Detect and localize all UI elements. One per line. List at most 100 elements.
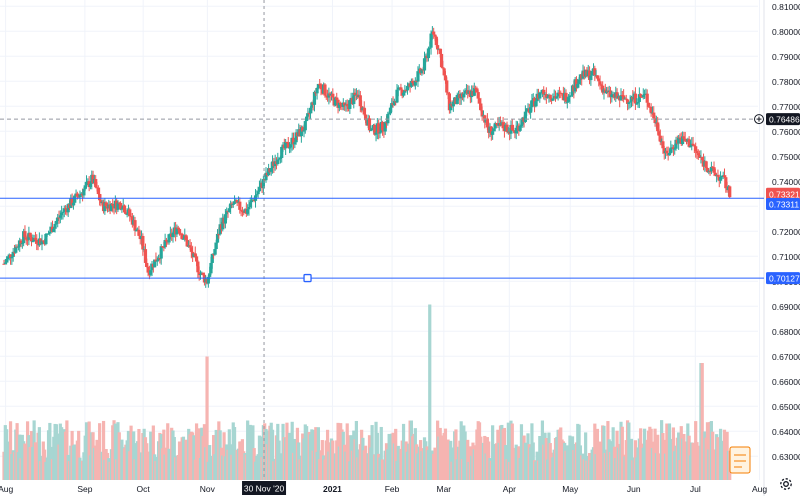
x-tick-label: Jul	[690, 484, 701, 494]
x-tick-label: Sep	[77, 484, 92, 494]
candle-body	[362, 107, 366, 115]
candle-body	[475, 88, 479, 93]
volume-bar	[449, 440, 453, 480]
candle-body	[374, 132, 378, 135]
candle-body	[160, 246, 165, 248]
settings-gear-icon[interactable]	[778, 476, 794, 492]
candle-body	[615, 92, 619, 99]
candle-body	[694, 146, 698, 152]
candle-body	[302, 130, 306, 132]
candle-body	[428, 47, 432, 49]
line-drag-handle[interactable]	[303, 273, 312, 283]
x-tick-label: 2021	[323, 484, 342, 494]
volume-bar	[132, 431, 136, 480]
candle-body	[247, 206, 251, 210]
candle-body	[353, 92, 357, 96]
volume-bar	[584, 432, 588, 480]
candle-body	[529, 107, 533, 113]
candle-body	[213, 249, 217, 255]
candle-body	[201, 272, 205, 275]
candle-body	[193, 253, 197, 257]
candle-body	[301, 127, 305, 132]
y-tick-label: 0.68000	[772, 327, 800, 337]
candle-body	[480, 110, 484, 117]
volume-bar	[428, 304, 432, 480]
y-tick-label: 0.77000	[772, 102, 800, 112]
candle-body	[246, 209, 250, 214]
candle-body	[640, 96, 644, 98]
candle-body	[77, 196, 81, 198]
candle-body	[392, 101, 396, 106]
candle-body	[639, 94, 643, 97]
volume-bar	[379, 426, 383, 480]
candle-body	[175, 227, 179, 235]
x-tick-label: Jun	[627, 484, 641, 494]
candle-body	[88, 183, 93, 188]
candle-body	[494, 123, 499, 125]
candle-body	[624, 98, 628, 100]
candle-body	[305, 116, 309, 122]
candle-body	[48, 231, 52, 234]
x-tick-label: Apr	[503, 484, 516, 494]
candle-body	[103, 202, 107, 212]
volume-bar	[246, 420, 250, 480]
volume-bar	[194, 423, 199, 480]
candle-body	[62, 208, 66, 212]
candle-body	[255, 194, 259, 196]
candle-body	[446, 92, 450, 94]
candle-body	[370, 128, 374, 131]
candle-body	[680, 136, 685, 144]
candle-body	[635, 103, 639, 105]
candle-body	[66, 204, 70, 213]
candle-body	[198, 274, 203, 276]
crosshair-price-label: 0.76486	[769, 115, 800, 125]
candle-body	[691, 143, 695, 146]
candle-body	[215, 233, 220, 243]
y-tick-label: 0.71000	[772, 252, 800, 262]
candle-body	[667, 152, 672, 156]
candle-body	[608, 90, 613, 98]
candle-body	[238, 201, 242, 210]
y-tick-label: 0.69000	[772, 302, 800, 312]
candle-body	[269, 167, 273, 172]
candle-body	[712, 167, 716, 173]
candle-body	[82, 189, 86, 196]
candle-body	[306, 113, 310, 117]
candle-body	[277, 158, 281, 160]
candle-body	[405, 85, 410, 91]
candle-body	[598, 81, 602, 85]
candle-body	[156, 258, 161, 261]
candle-body	[511, 130, 516, 132]
y-tick-label: 0.81000	[772, 2, 800, 12]
candle-body	[331, 93, 335, 98]
candle-body	[599, 84, 603, 86]
candle-body	[24, 237, 28, 240]
candle-body	[180, 233, 184, 240]
candle-body	[171, 232, 175, 237]
volume-bar	[642, 428, 647, 480]
y-tick-label: 0.72000	[772, 227, 800, 237]
candle-body	[71, 202, 76, 206]
candle-body	[29, 237, 34, 242]
candle-body	[134, 230, 138, 232]
volume-bar	[232, 427, 237, 480]
candle-body	[303, 121, 307, 131]
candle-body	[25, 239, 30, 241]
candle-body	[287, 147, 292, 149]
candle-body	[449, 103, 453, 111]
candle-body	[646, 102, 651, 107]
candle-body	[713, 172, 717, 176]
candle-body	[619, 95, 623, 101]
order-icon[interactable]	[729, 446, 751, 474]
volume-bar	[197, 428, 201, 480]
volume-bar	[677, 432, 681, 480]
candle-body	[91, 174, 95, 184]
candle-body	[264, 172, 268, 181]
candle-body	[597, 78, 601, 82]
candle-body	[589, 75, 593, 81]
candle-body	[722, 175, 727, 178]
candle-body	[299, 127, 303, 137]
